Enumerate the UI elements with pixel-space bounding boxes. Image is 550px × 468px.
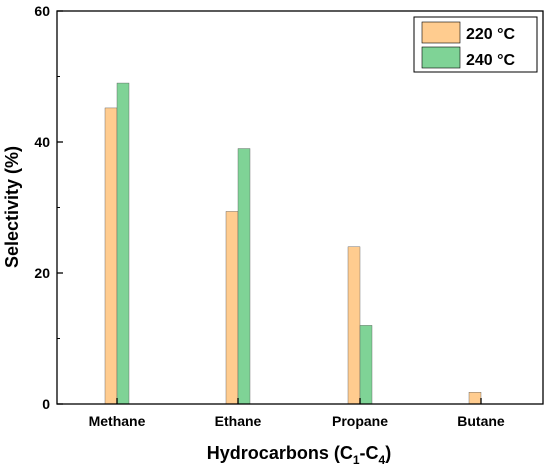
y-axis-title: Selectivity (%)	[2, 146, 22, 268]
y-tick-label: 20	[34, 265, 50, 281]
x-axis: Methane Ethane Propane Butane	[89, 398, 505, 429]
bar-butane-series-0	[468, 392, 482, 405]
x-tick-label-ethane: Ethane	[215, 413, 262, 429]
legend-label-220: 220 °C	[466, 26, 516, 43]
x-tick-label-butane: Butane	[457, 413, 505, 429]
bar-propane-series-0	[347, 246, 361, 405]
y-tick-label: 40	[34, 134, 50, 150]
y-tick-label: 60	[34, 3, 50, 19]
bar-propane-series-1	[359, 325, 373, 405]
legend: 220 °C 240 °C	[413, 16, 538, 73]
bars-group	[104, 82, 482, 405]
bar-ethane-series-1	[237, 148, 251, 405]
x-tick-label-methane: Methane	[89, 413, 146, 429]
legend-label-240: 240 °C	[466, 52, 516, 69]
bar-methane-series-0	[104, 107, 118, 405]
bar-ethane-series-0	[225, 211, 239, 405]
legend-swatch-240	[421, 46, 461, 69]
legend-swatch-220	[421, 21, 461, 44]
x-axis-title: Hydrocarbons (C1-C4)	[207, 443, 391, 467]
y-tick-label: 0	[42, 396, 50, 412]
bar-methane-series-1	[116, 82, 130, 405]
x-tick-label-propane: Propane	[332, 413, 388, 429]
y-axis: 0 20 40 60	[34, 3, 63, 412]
